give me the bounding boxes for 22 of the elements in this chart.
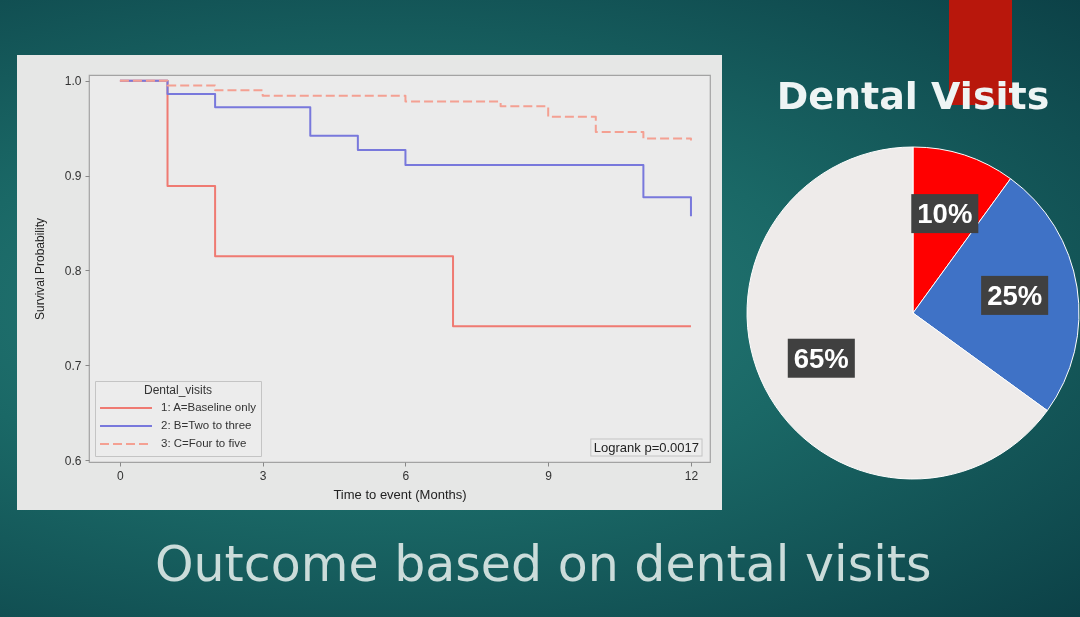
text: Outcome based on dental visits [155, 536, 932, 593]
y-tick-label: 0.8 [64, 263, 82, 278]
chart-title: Dental Visits [776, 74, 1050, 118]
legend-label: 3: C=Four to five [161, 437, 247, 449]
y-axis-title: Survival Probability [32, 217, 47, 321]
x-tick-label: 3 [259, 468, 267, 483]
legend-label: 1: A=Baseline only [161, 401, 257, 413]
legend-label: 2: B=Two to three [161, 419, 252, 431]
legend-title: Dental_visits [143, 383, 213, 397]
x-tick-label: 6 [402, 468, 410, 483]
y-tick-label: 1.0 [64, 74, 82, 89]
x-tick-label: 0 [117, 468, 125, 483]
x-tick-label: 12 [684, 468, 699, 483]
x-axis-title: Time to event (Months) [333, 486, 467, 502]
annotation: Logrank p=0.0017 [593, 440, 699, 455]
data-label: 25% [987, 279, 1043, 311]
x-tick-label: 9 [545, 468, 553, 483]
data-label: 65% [793, 342, 849, 374]
y-tick-label: 0.6 [64, 453, 82, 468]
y-tick-label: 0.9 [64, 169, 82, 184]
y-tick-label: 0.7 [64, 358, 82, 373]
data-label: 10% [917, 198, 973, 230]
